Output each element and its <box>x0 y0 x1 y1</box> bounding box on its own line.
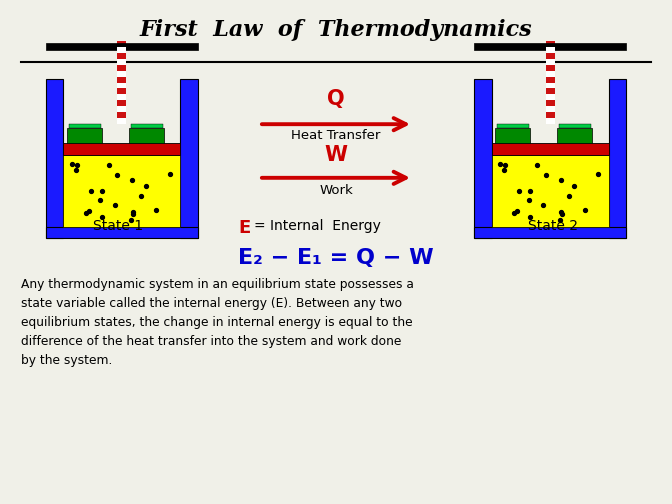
Bar <box>63 143 180 155</box>
Text: State 1: State 1 <box>93 219 144 233</box>
Bar <box>546 71 554 77</box>
Bar <box>128 128 164 143</box>
Bar <box>546 41 554 123</box>
Bar <box>67 128 101 143</box>
Bar <box>546 118 554 123</box>
Bar <box>69 123 101 128</box>
Bar <box>118 118 126 123</box>
Bar <box>63 155 180 227</box>
Text: Work: Work <box>319 184 353 198</box>
Bar <box>118 47 126 53</box>
Bar <box>46 43 198 50</box>
Bar <box>546 83 554 89</box>
Bar <box>46 227 198 238</box>
Bar <box>546 106 554 112</box>
Bar <box>118 94 126 100</box>
Bar <box>118 59 126 65</box>
Bar <box>130 123 163 128</box>
Bar <box>495 128 530 143</box>
Bar <box>497 123 530 128</box>
Bar <box>118 41 126 123</box>
Text: Q: Q <box>327 89 345 109</box>
Bar <box>118 71 126 77</box>
Bar <box>474 227 626 238</box>
Bar <box>474 43 626 50</box>
Bar <box>118 83 126 89</box>
Bar <box>46 79 63 238</box>
Bar <box>557 128 592 143</box>
Bar <box>492 155 609 227</box>
Bar <box>492 143 609 155</box>
Text: Any thermodynamic system in an equilibrium state possesses a
state variable call: Any thermodynamic system in an equilibri… <box>22 278 415 367</box>
Text: E₂ − E₁ = Q − W: E₂ − E₁ = Q − W <box>238 248 434 268</box>
Bar <box>118 106 126 112</box>
Bar <box>609 79 626 238</box>
Text: W: W <box>325 145 347 165</box>
Bar <box>546 59 554 65</box>
Text: First  Law  of  Thermodynamics: First Law of Thermodynamics <box>140 19 532 41</box>
Bar <box>180 79 198 238</box>
Text: E: E <box>238 219 251 237</box>
Bar <box>546 94 554 100</box>
Bar <box>546 47 554 53</box>
Text: = Internal  Energy: = Internal Energy <box>255 219 381 233</box>
Bar <box>474 79 492 238</box>
Text: Heat Transfer: Heat Transfer <box>292 129 380 142</box>
Bar <box>559 123 591 128</box>
Text: State 2: State 2 <box>528 219 579 233</box>
